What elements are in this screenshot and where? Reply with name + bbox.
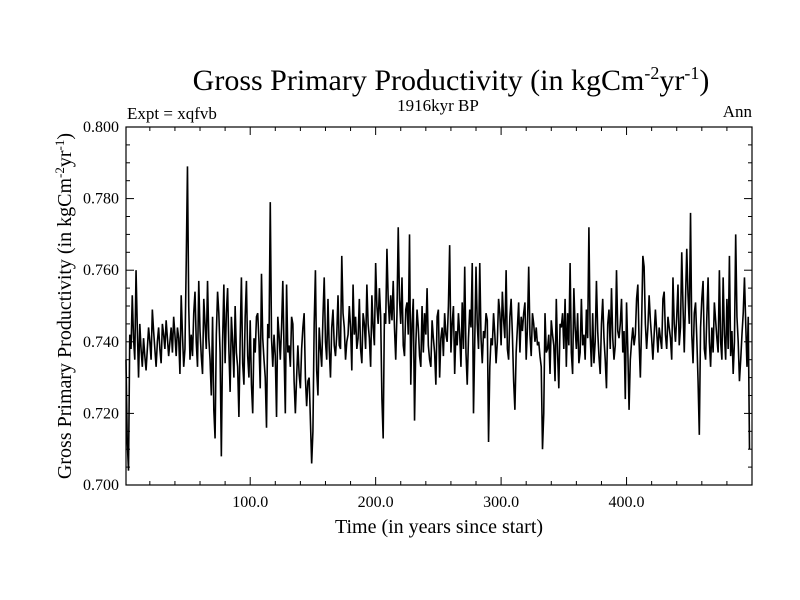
plot-frame [125,126,753,486]
y-tick-label: 0.780 [83,191,119,208]
y-tick-label: 0.740 [83,334,119,351]
x-tick-label: 200.0 [358,494,394,511]
x-tick-label: 300.0 [483,494,519,511]
y-axis-label: Gross Primary Productivity (in kgCm-2yr-… [52,133,76,479]
axis-ticks [126,127,752,485]
x-tick-label: 100.0 [232,494,268,511]
x-axis-label: Time (in years since start) [335,516,543,538]
experiment-label: Expt = xqfvb [127,104,217,123]
chart-title: Gross Primary Productivity (in kgCm-2yr-… [193,63,710,97]
y-tick-label: 0.760 [83,262,119,279]
y-tick-label: 0.800 [83,119,119,136]
season-label: Ann [723,102,753,121]
period-label: 1916kyr BP [397,96,479,115]
y-tick-label: 0.700 [83,477,119,494]
series-group [125,166,751,471]
series-line [125,166,751,471]
x-tick-label: 400.0 [609,494,645,511]
y-tick-label: 0.720 [83,405,119,422]
axis-tick-labels: 100.0 200.0 300.0 400.0 0.700 0.720 0.740 0.760… [83,119,645,511]
